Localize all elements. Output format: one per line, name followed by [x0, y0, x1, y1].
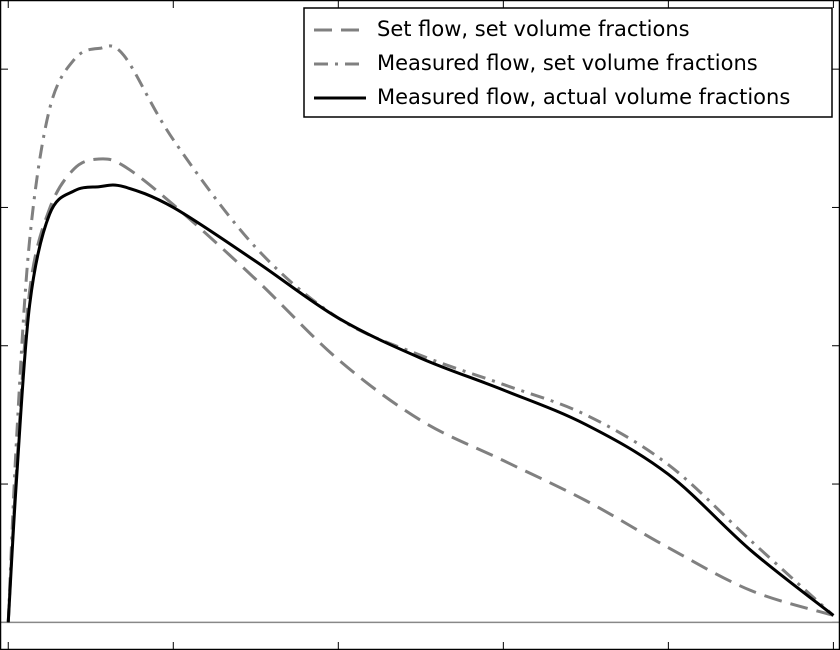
series-line: [6, 157, 834, 623]
legend-box: [303, 7, 833, 118]
legend-label: Measured flow, actual volume fractions: [377, 85, 790, 109]
series-line: [6, 183, 835, 623]
legend: Set flow, set volume fractions Measured f…: [303, 7, 833, 118]
legend-label: Measured flow, set volume fractions: [377, 51, 758, 75]
series-line: [6, 44, 835, 623]
legend-label: Set flow, set volume fractions: [377, 17, 690, 41]
